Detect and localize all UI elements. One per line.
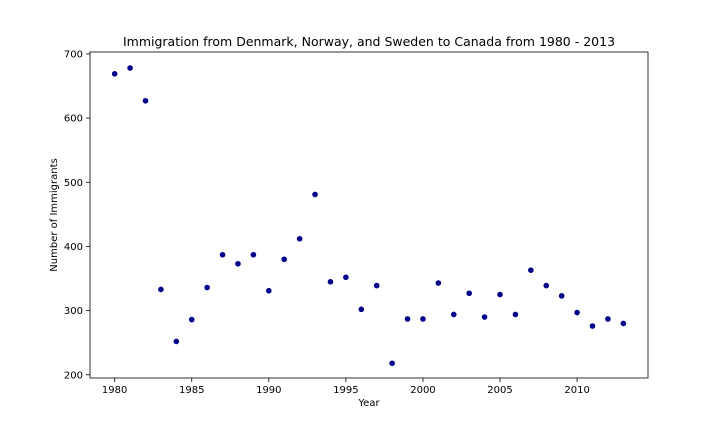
data-point [296, 235, 303, 242]
chart-title: Immigration from Denmark, Norway, and Sw… [123, 34, 615, 49]
y-axis: 200 300 400 500 600 700 [64, 49, 90, 381]
data-point [543, 282, 550, 289]
x-axis-label: Year [357, 398, 380, 409]
data-point [111, 71, 118, 77]
x-tick-label: 1985 [179, 385, 204, 396]
data-point [466, 290, 472, 297]
x-tick-label: 2000 [410, 385, 435, 396]
data-point [358, 306, 365, 313]
y-tick-label: 400 [64, 242, 83, 253]
data-point [373, 282, 380, 289]
data-points [111, 65, 627, 367]
data-point [127, 65, 133, 71]
x-tick-label: 1980 [102, 385, 127, 396]
x-tick-label: 2005 [487, 385, 512, 396]
x-tick-label: 1990 [256, 385, 281, 396]
data-point [235, 260, 241, 267]
y-axis-label: Number of Immigrants [49, 158, 60, 271]
x-axis: 1980 1985 1990 1995 2000 2005 2010 [102, 378, 590, 396]
data-point [142, 97, 149, 104]
data-point [404, 316, 411, 322]
data-point [158, 286, 164, 293]
data-point [512, 311, 519, 318]
y-tick-label: 700 [64, 49, 83, 60]
data-point [620, 320, 627, 327]
data-point [343, 274, 349, 281]
y-tick-label: 300 [64, 306, 83, 317]
data-point [420, 316, 426, 322]
x-tick-label: 1995 [333, 385, 358, 396]
data-point [266, 287, 272, 294]
plot-area-frame [89, 51, 649, 379]
y-tick-label: 200 [64, 370, 83, 381]
data-point [605, 316, 611, 322]
data-point [435, 280, 442, 286]
data-point [219, 251, 226, 258]
y-tick-label: 500 [64, 178, 83, 189]
data-point [250, 251, 257, 258]
data-point [558, 293, 565, 299]
data-point [528, 267, 534, 273]
data-point [312, 191, 318, 198]
data-point [281, 256, 288, 263]
data-point [389, 360, 395, 367]
x-tick-label: 2010 [564, 385, 589, 396]
data-point [327, 278, 334, 285]
y-tick-label: 600 [64, 114, 83, 125]
data-point [497, 291, 503, 298]
data-point [188, 316, 195, 323]
data-point [574, 309, 580, 316]
data-point [204, 284, 210, 291]
data-point [589, 323, 596, 329]
data-point [450, 311, 457, 318]
data-point [481, 314, 488, 320]
data-point [173, 338, 180, 345]
